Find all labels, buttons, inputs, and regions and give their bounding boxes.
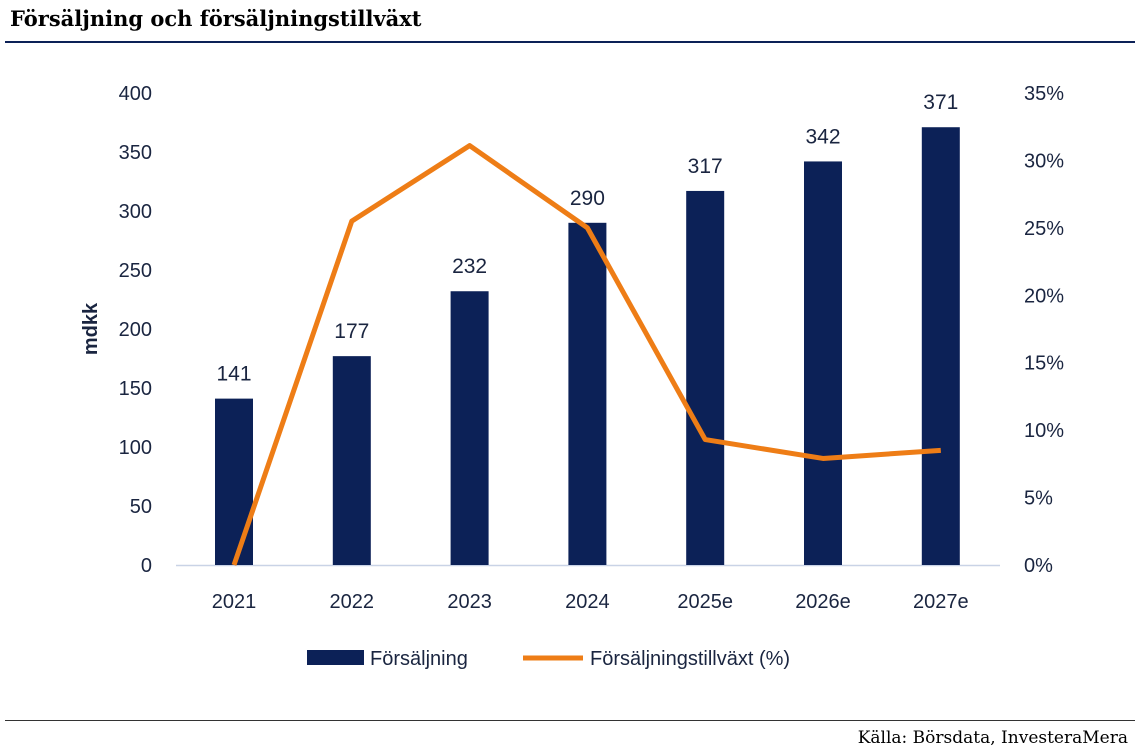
y2-tick-label: 5% [1024, 488, 1053, 510]
y-axis-label: mdkk [80, 302, 102, 355]
title-divider [5, 41, 1135, 43]
x-tick-label: 2027e [913, 591, 969, 613]
bar [450, 291, 489, 565]
bar [921, 127, 960, 565]
chart-title: Försäljning och försäljningstillväxt [10, 6, 422, 31]
y-tick-label: 100 [119, 437, 152, 459]
x-tick-label: 2021 [212, 591, 257, 613]
x-tick-label: 2023 [447, 591, 492, 613]
y2-tick-label: 15% [1024, 353, 1064, 375]
bar-data-label: 317 [688, 155, 723, 178]
y-tick-label: 250 [119, 260, 152, 282]
y-tick-label: 400 [119, 83, 152, 105]
y2-tick-label: 35% [1024, 83, 1064, 105]
y-tick-label: 300 [119, 201, 152, 223]
x-tick-label: 2024 [565, 591, 610, 613]
bar-data-label: 141 [216, 363, 251, 386]
bar [215, 398, 253, 565]
y-tick-label: 200 [119, 319, 152, 341]
y2-tick-label: 25% [1024, 218, 1064, 240]
footer-divider [5, 720, 1135, 721]
bar [686, 190, 725, 565]
bar [804, 161, 842, 565]
legend-swatch-sales [307, 650, 364, 665]
legend-label-sales: Försäljning [370, 648, 468, 670]
y2-tick-label: 10% [1024, 420, 1064, 442]
legend-label-growth: Försäljningstillväxt (%) [590, 648, 790, 670]
bar-data-label: 342 [805, 125, 840, 148]
x-tick-label: 2025e [677, 591, 733, 613]
bar [332, 356, 371, 565]
x-tick-label: 2022 [330, 591, 375, 613]
source-note: Källa: Börsdata, InvesteraMera [857, 728, 1128, 748]
y-tick-label: 0 [141, 555, 152, 577]
bar-data-label: 290 [570, 187, 605, 210]
y-tick-label: 350 [119, 142, 152, 164]
bar-data-label: 177 [334, 320, 369, 343]
y2-tick-label: 20% [1024, 285, 1064, 307]
chart: 0 50 100 150 200 250 300 350 400 0% 5% 10% 15% 20% 25%… [80, 83, 1064, 670]
y-tick-label: 50 [130, 496, 152, 518]
bar [568, 222, 607, 566]
bar-data-label: 232 [452, 255, 487, 278]
x-tick-label: 2026e [795, 591, 851, 613]
y-tick-label: 150 [119, 378, 152, 400]
y2-tick-label: 0% [1024, 555, 1053, 577]
bar-data-label: 371 [923, 91, 958, 114]
y2-tick-label: 30% [1024, 150, 1064, 172]
